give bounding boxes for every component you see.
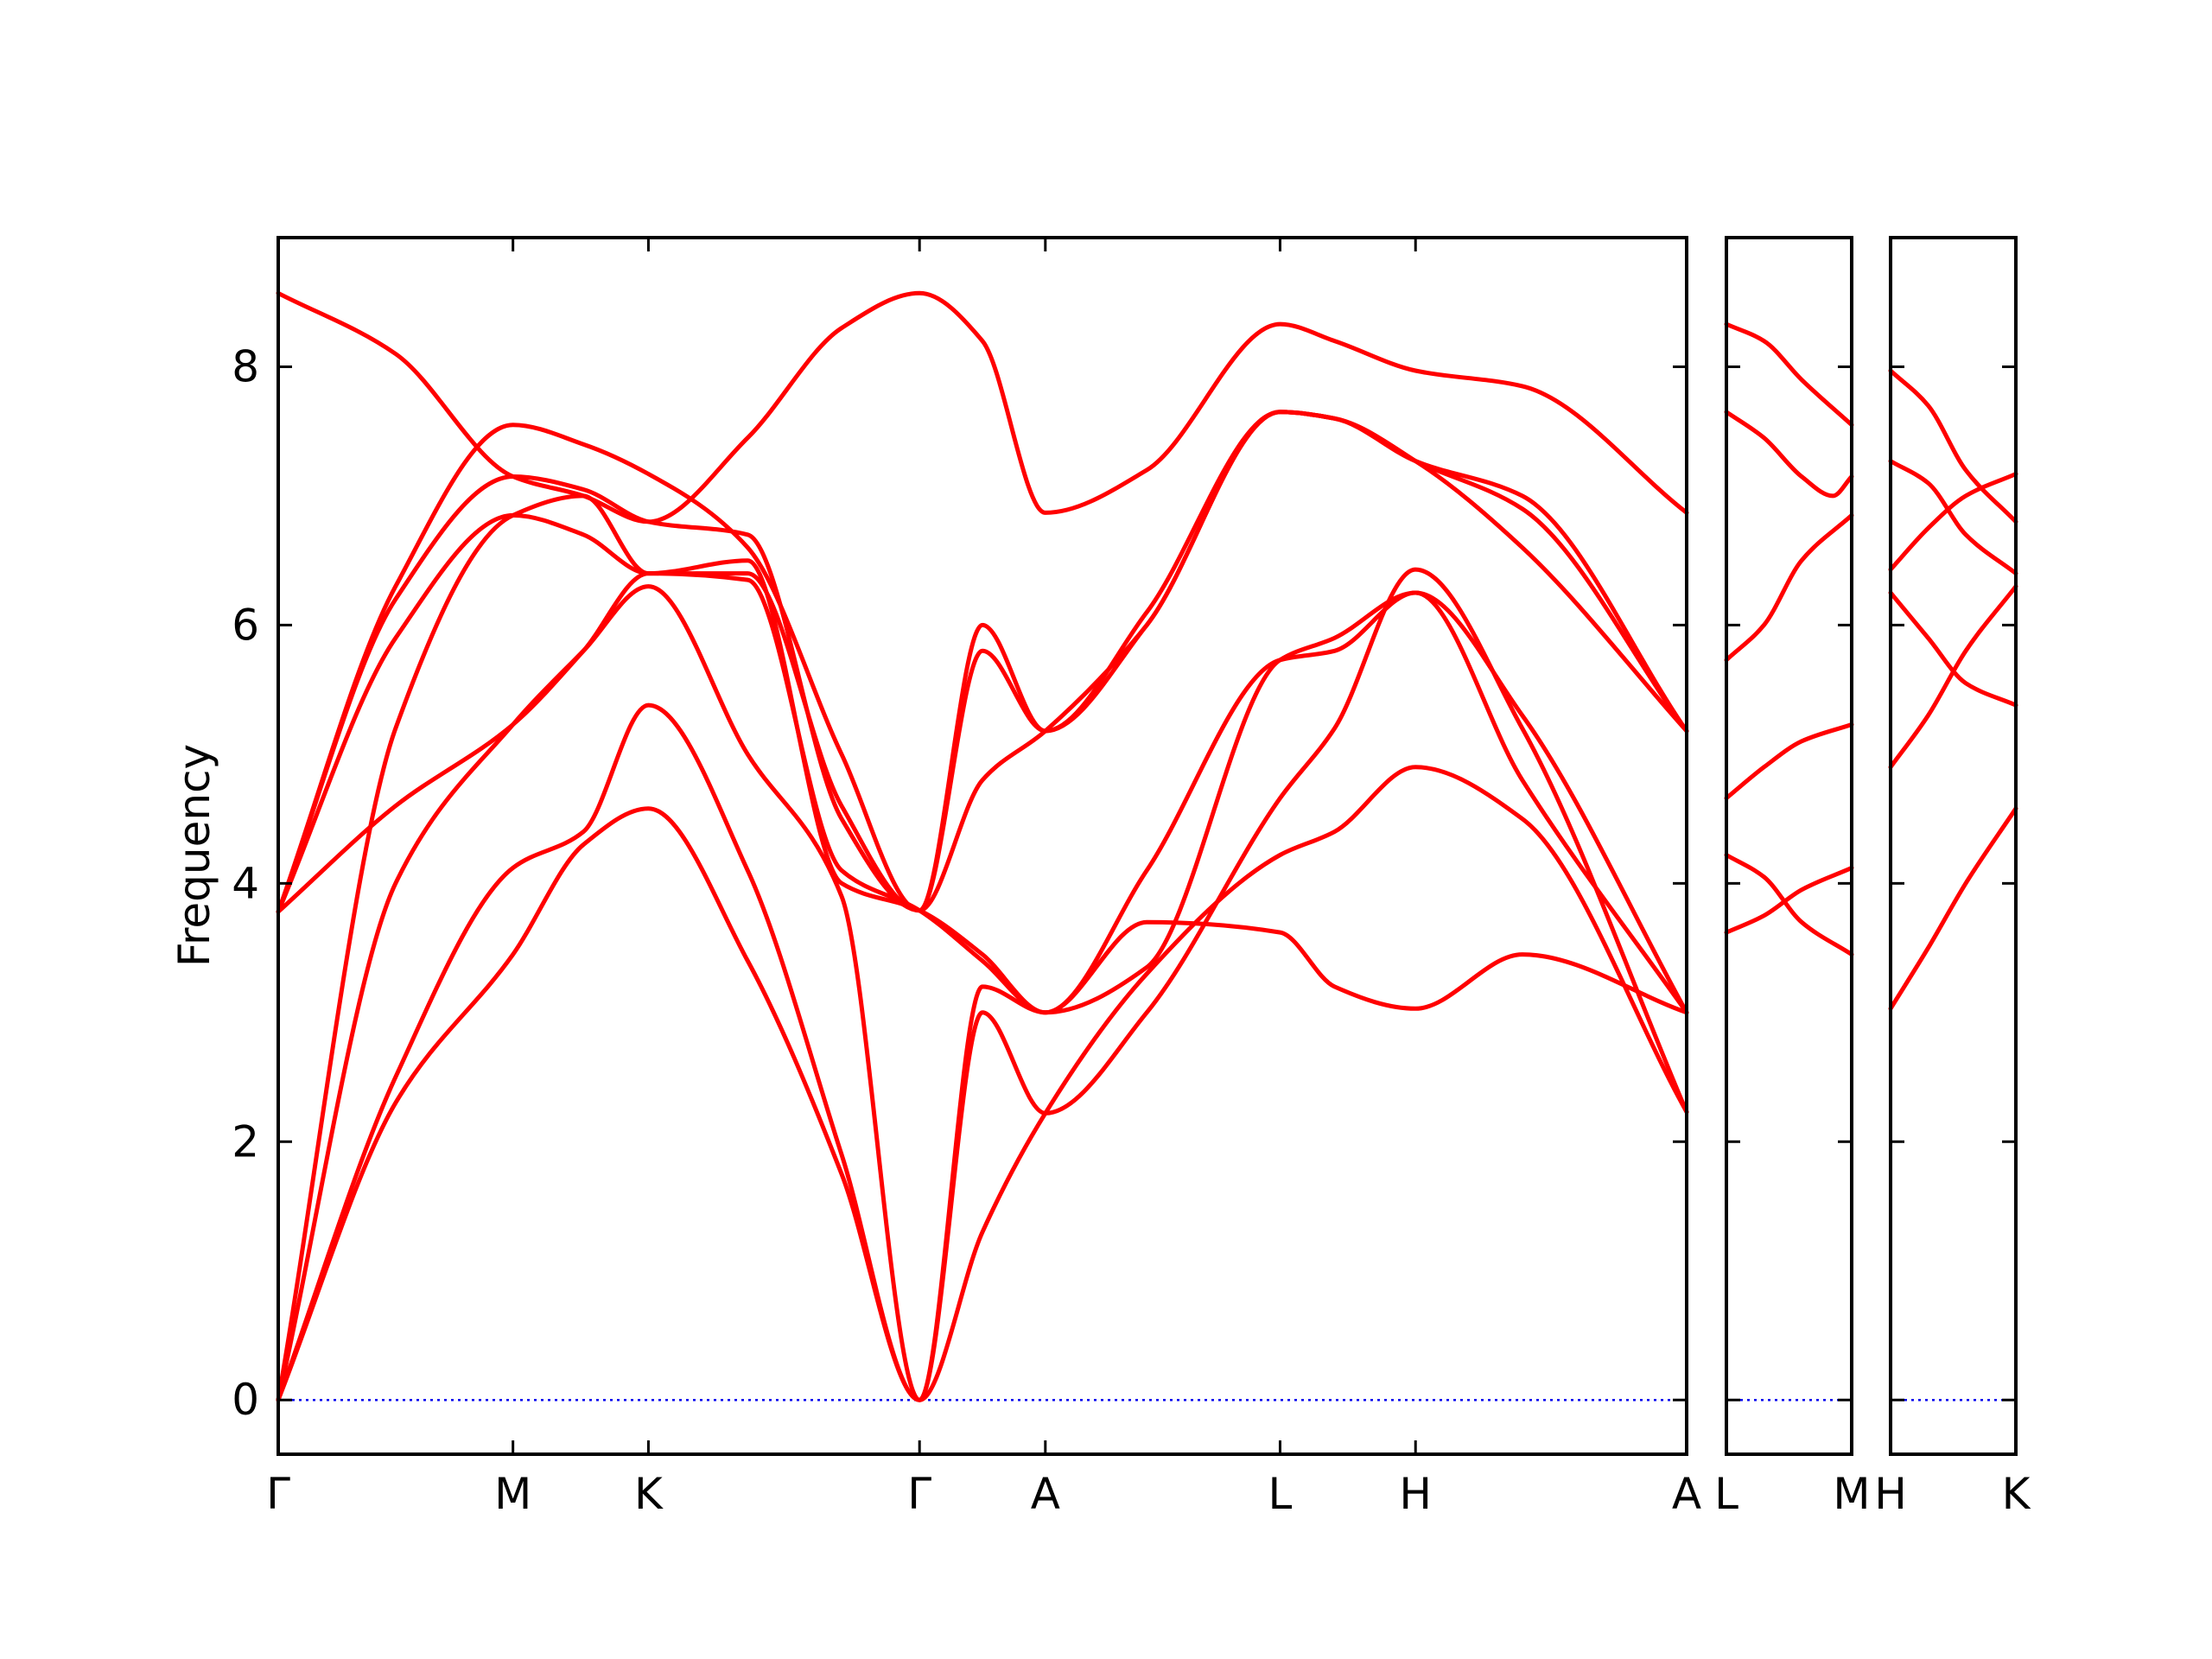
- x-tick-label: H: [1399, 1469, 1432, 1519]
- x-tick-label: Γ: [907, 1469, 931, 1519]
- x-tick-label: L: [1714, 1469, 1738, 1519]
- x-tick-label: L: [1268, 1469, 1293, 1519]
- y-tick-label: 8: [232, 341, 259, 391]
- x-tick-label: A: [1672, 1469, 1701, 1519]
- phonon-band-line: [276, 765, 1689, 1402]
- y-tick-label: 6: [232, 600, 259, 650]
- phonon-band-line: [276, 512, 1689, 1015]
- y-tick-labels: 0 2 4 6 8: [232, 341, 259, 1425]
- phonon-band-line: [1888, 590, 2018, 708]
- x-tick-label: H: [1874, 1469, 1907, 1519]
- x-tick-label: Γ: [266, 1469, 290, 1519]
- y-tick-label: 0: [232, 1375, 259, 1425]
- phonon-band-line: [1724, 410, 1854, 499]
- phonon-band-line: [1888, 459, 2018, 576]
- x-tick-label: M: [494, 1469, 531, 1519]
- phonon-band-line: [276, 290, 1689, 524]
- phonon-band-line: [1888, 472, 2018, 572]
- phonon-band-line: [1724, 853, 1854, 957]
- y-tick-label: 4: [232, 858, 259, 908]
- y-tick-label: 2: [232, 1116, 259, 1166]
- x-tick-label: M: [1833, 1469, 1870, 1519]
- x-tick-label: A: [1031, 1469, 1060, 1519]
- phonon-band-line: [1724, 722, 1854, 801]
- phonon-band-line: [276, 702, 1689, 1402]
- phonon-band-line: [1888, 368, 2018, 524]
- x-tick-label: K: [634, 1469, 664, 1519]
- panel-frame: [1889, 236, 2018, 1456]
- phonon-band-line: [1724, 512, 1854, 663]
- phonon-band-line: [1724, 321, 1854, 428]
- panel-frame: [1725, 236, 1853, 1456]
- phonon-band-line: [1724, 865, 1854, 935]
- phonon-band-line: [276, 410, 1689, 1402]
- phonon-band-line: [1888, 584, 2018, 770]
- phonon-band-line: [1888, 806, 2018, 1011]
- y-axis-label: Frequency: [169, 744, 219, 967]
- phonon-band-line: [276, 410, 1689, 914]
- x-tick-label: K: [2002, 1469, 2031, 1519]
- panel-frame: [276, 236, 1688, 1456]
